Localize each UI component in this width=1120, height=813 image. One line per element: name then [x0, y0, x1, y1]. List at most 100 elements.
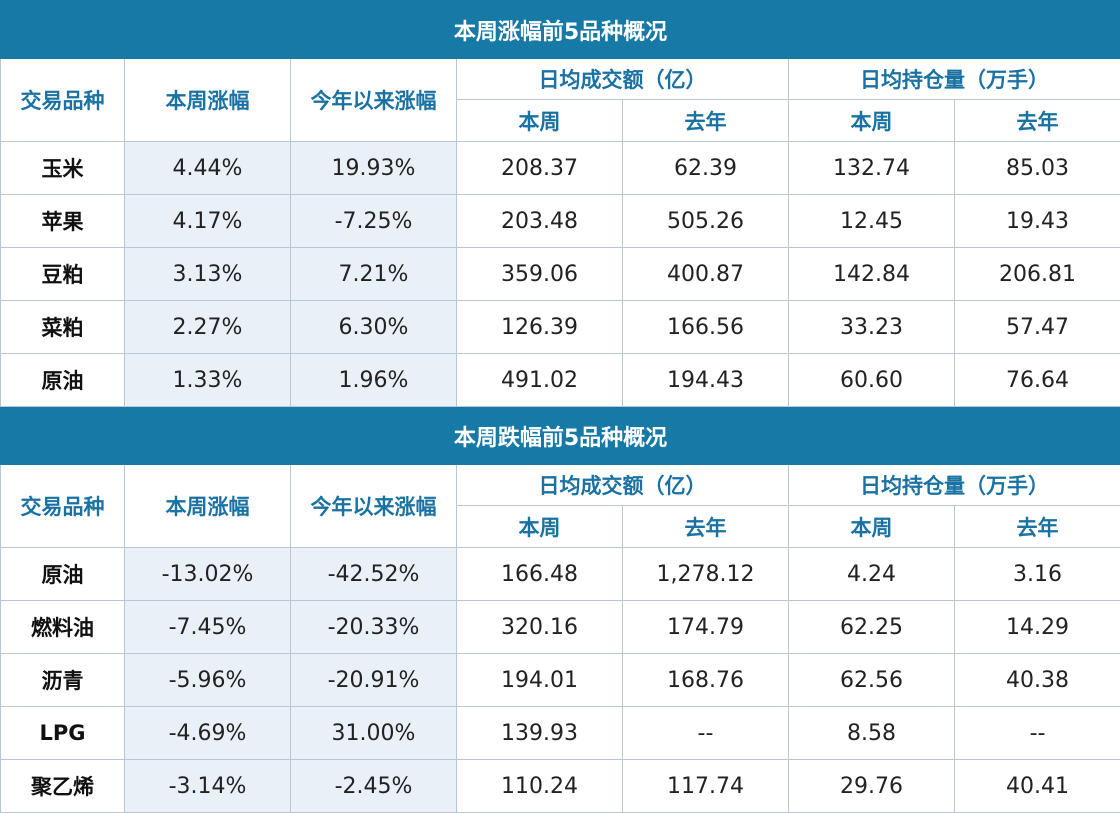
- turnover-last-year-value: 168.76: [623, 654, 789, 707]
- oi-this-week-value: 60.60: [789, 354, 955, 407]
- oi-this-week-value: 132.74: [789, 142, 955, 195]
- header-variety: 交易品种: [1, 59, 125, 142]
- header-ytd-change: 今年以来涨幅: [291, 59, 457, 142]
- oi-this-week-value: 12.45: [789, 195, 955, 248]
- oi-this-week-value: 8.58: [789, 707, 955, 760]
- weekly-change-value: -13.02%: [125, 548, 291, 601]
- header-oi-last-year: 去年: [955, 100, 1120, 142]
- turnover-last-year-value: --: [623, 707, 789, 760]
- oi-this-week-value: 142.84: [789, 248, 955, 301]
- ytd-change-value: 19.93%: [291, 142, 457, 195]
- header-oi-this-week: 本周: [789, 100, 955, 142]
- section-title: 本周涨幅前5品种概况: [1, 1, 1120, 59]
- ytd-change-value: 7.21%: [291, 248, 457, 301]
- header-ytd-change: 今年以来涨幅: [291, 465, 457, 548]
- weekly-change-value: -4.69%: [125, 707, 291, 760]
- turnover-this-week-value: 359.06: [457, 248, 623, 301]
- turnover-this-week-value: 203.48: [457, 195, 623, 248]
- turnover-last-year-value: 174.79: [623, 601, 789, 654]
- variety-name: 原油: [1, 354, 125, 407]
- section-title-row: 本周涨幅前5品种概况: [1, 1, 1120, 59]
- header-row-top: 交易品种本周涨幅今年以来涨幅日均成交额（亿）日均持仓量（万手）: [1, 465, 1120, 506]
- variety-name: 玉米: [1, 142, 125, 195]
- ytd-change-value: 6.30%: [291, 301, 457, 354]
- turnover-last-year-value: 166.56: [623, 301, 789, 354]
- oi-this-week-value: 4.24: [789, 548, 955, 601]
- weekly-change-value: 4.44%: [125, 142, 291, 195]
- oi-last-year-value: --: [955, 707, 1120, 760]
- turnover-last-year-value: 400.87: [623, 248, 789, 301]
- oi-this-week-value: 29.76: [789, 760, 955, 813]
- turnover-this-week-value: 126.39: [457, 301, 623, 354]
- weekly-change-value: -3.14%: [125, 760, 291, 813]
- turnover-this-week-value: 110.24: [457, 760, 623, 813]
- weekly-change-value: 1.33%: [125, 354, 291, 407]
- ytd-change-value: -42.52%: [291, 548, 457, 601]
- oi-last-year-value: 206.81: [955, 248, 1120, 301]
- ytd-change-value: -20.91%: [291, 654, 457, 707]
- header-variety: 交易品种: [1, 465, 125, 548]
- ytd-change-value: -7.25%: [291, 195, 457, 248]
- header-oi-last-year: 去年: [955, 506, 1120, 548]
- variety-name: 聚乙烯: [1, 760, 125, 813]
- header-turnover-last-year: 去年: [623, 506, 789, 548]
- weekly-change-value: 3.13%: [125, 248, 291, 301]
- variety-name: 燃料油: [1, 601, 125, 654]
- oi-last-year-value: 40.41: [955, 760, 1120, 813]
- header-weekly-change: 本周涨幅: [125, 465, 291, 548]
- header-avg-open-interest: 日均持仓量（万手）: [789, 465, 1120, 506]
- header-turnover-this-week: 本周: [457, 506, 623, 548]
- turnover-this-week-value: 491.02: [457, 354, 623, 407]
- oi-last-year-value: 76.64: [955, 354, 1120, 407]
- ytd-change-value: 1.96%: [291, 354, 457, 407]
- turnover-last-year-value: 62.39: [623, 142, 789, 195]
- turnover-last-year-value: 117.74: [623, 760, 789, 813]
- variety-name: 苹果: [1, 195, 125, 248]
- header-oi-this-week: 本周: [789, 506, 955, 548]
- oi-last-year-value: 57.47: [955, 301, 1120, 354]
- ytd-change-value: -2.45%: [291, 760, 457, 813]
- variety-name: LPG: [1, 707, 125, 760]
- header-turnover-this-week: 本周: [457, 100, 623, 142]
- section-title: 本周跌幅前5品种概况: [1, 407, 1120, 465]
- ytd-change-value: -20.33%: [291, 601, 457, 654]
- turnover-this-week-value: 194.01: [457, 654, 623, 707]
- turnover-last-year-value: 1,278.12: [623, 548, 789, 601]
- weekly-change-value: -7.45%: [125, 601, 291, 654]
- oi-last-year-value: 85.03: [955, 142, 1120, 195]
- weekly-change-value: -5.96%: [125, 654, 291, 707]
- ytd-change-value: 31.00%: [291, 707, 457, 760]
- header-weekly-change: 本周涨幅: [125, 59, 291, 142]
- turnover-this-week-value: 320.16: [457, 601, 623, 654]
- oi-this-week-value: 62.25: [789, 601, 955, 654]
- turnover-this-week-value: 208.37: [457, 142, 623, 195]
- oi-this-week-value: 62.56: [789, 654, 955, 707]
- variety-name: 豆粕: [1, 248, 125, 301]
- turnover-this-week-value: 166.48: [457, 548, 623, 601]
- header-avg-turnover: 日均成交额（亿）: [457, 465, 789, 506]
- header-turnover-last-year: 去年: [623, 100, 789, 142]
- header-row-top: 交易品种本周涨幅今年以来涨幅日均成交额（亿）日均持仓量（万手）: [1, 59, 1120, 100]
- variety-name: 菜粕: [1, 301, 125, 354]
- weekly-change-value: 2.27%: [125, 301, 291, 354]
- oi-last-year-value: 14.29: [955, 601, 1120, 654]
- variety-name: 原油: [1, 548, 125, 601]
- oi-last-year-value: 3.16: [955, 548, 1120, 601]
- header-avg-open-interest: 日均持仓量（万手）: [789, 59, 1120, 100]
- variety-name: 沥青: [1, 654, 125, 707]
- table-row: LPG-4.69%31.00%139.93--8.58--: [1, 707, 1120, 760]
- turnover-last-year-value: 505.26: [623, 195, 789, 248]
- oi-last-year-value: 19.43: [955, 195, 1120, 248]
